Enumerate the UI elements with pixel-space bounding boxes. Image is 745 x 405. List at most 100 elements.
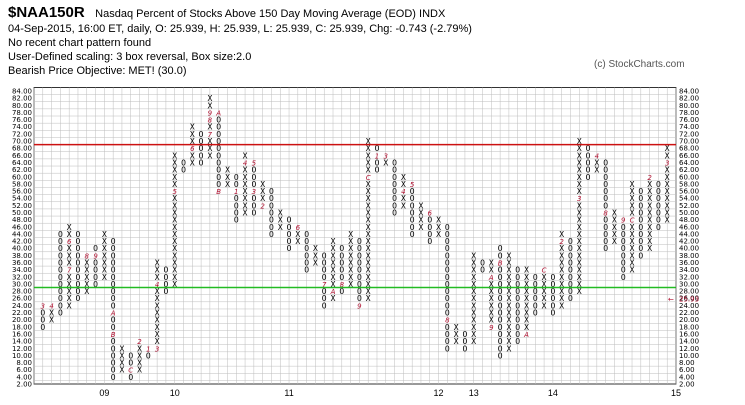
x-box: X [155, 316, 160, 325]
x-box: X [331, 244, 336, 253]
o-box: O [410, 230, 415, 239]
x-box: X [137, 351, 142, 360]
y-tick-label-left: 18.00 [12, 323, 32, 331]
o-box: O [128, 351, 133, 360]
o-box: O [76, 266, 81, 275]
x-box: X [331, 280, 336, 289]
o-box: O [603, 158, 608, 167]
x-box: X [67, 301, 72, 310]
x-box: X [630, 244, 635, 253]
x-box: X [630, 230, 635, 239]
x-box: X [401, 201, 406, 210]
x-box: X [559, 273, 564, 282]
o-box: O [357, 287, 362, 296]
o-box: O [287, 230, 292, 239]
y-tick-label-right: 10.00 [679, 352, 699, 360]
o-box: O [515, 280, 520, 289]
o-box: O [621, 223, 626, 232]
x-box: X [471, 251, 476, 260]
x-box: X [260, 187, 265, 196]
y-tick-label-left: 64.00 [12, 159, 32, 167]
o-box: O [93, 244, 98, 253]
x-box: X [559, 280, 564, 289]
o-box: O [427, 216, 432, 225]
x-box: X [454, 330, 459, 339]
month-marker: 8 [208, 117, 213, 125]
o-box: O [269, 194, 274, 203]
month-marker: 3 [384, 152, 388, 160]
o-box: O [251, 173, 256, 182]
x-box: X [172, 194, 177, 203]
x-box: X [577, 187, 582, 196]
o-box: O [463, 337, 468, 346]
o-box: O [234, 180, 239, 189]
o-box: O [76, 273, 81, 282]
o-box: O [111, 273, 116, 282]
o-box: O [251, 166, 256, 175]
x-box: X [348, 280, 353, 289]
x-box: X [506, 301, 511, 310]
o-box: O [357, 280, 362, 289]
x-box: X [524, 294, 529, 303]
x-box: X [542, 287, 547, 296]
o-box: O [111, 287, 116, 296]
o-box: O [410, 208, 415, 217]
o-box: O [533, 280, 538, 289]
month-marker: 3 [577, 195, 581, 203]
month-marker: 2 [647, 174, 652, 182]
y-tick-label-right: 26.00 [679, 295, 699, 303]
x-box: X [559, 251, 564, 260]
o-box: O [304, 237, 309, 246]
x-box: X [348, 251, 353, 260]
o-box: O [463, 330, 468, 339]
o-box: O [445, 266, 450, 275]
x-box: X [366, 294, 371, 303]
scaling-line: User-Defined scaling: 3 box reversal, Bo… [8, 51, 252, 63]
x-box: X [577, 244, 582, 253]
x-box: X [524, 309, 529, 318]
x-box: X [665, 208, 670, 217]
y-tick-label-left: 12.00 [12, 345, 32, 353]
o-box: O [111, 344, 116, 353]
o-box: O [111, 237, 116, 246]
x-box: X [506, 330, 511, 339]
o-box: O [550, 287, 555, 296]
o-box: O [357, 259, 362, 268]
x-box: X [207, 94, 212, 103]
o-box: O [498, 309, 503, 318]
y-tick-label-right: 6.00 [679, 366, 695, 374]
x-box: X [577, 223, 582, 232]
month-marker: 4 [595, 152, 599, 160]
o-box: O [76, 259, 81, 268]
x-box: X [665, 166, 670, 175]
x-box: X [577, 137, 582, 146]
o-box: O [58, 309, 63, 318]
month-marker: 4 [243, 159, 247, 167]
x-box: X [331, 251, 336, 260]
x-box: X [577, 216, 582, 225]
o-box: O [515, 309, 520, 318]
x-box: X [366, 287, 371, 296]
pnf-column: XX4 [594, 152, 599, 174]
y-tick-label-right: 44.00 [679, 230, 699, 238]
o-box: O [463, 344, 468, 353]
x-box: X [471, 287, 476, 296]
x-box: X [243, 151, 248, 160]
o-box: O [216, 166, 221, 175]
x-box: X [506, 273, 511, 282]
x-box: X [137, 359, 142, 368]
y-tick-label-left: 70.00 [12, 138, 32, 146]
o-box: O [76, 294, 81, 303]
